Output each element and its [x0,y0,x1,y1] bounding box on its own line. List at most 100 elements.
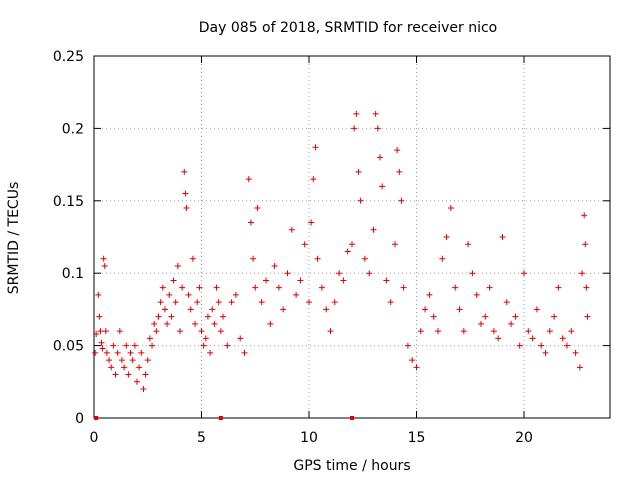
data-point [114,349,121,356]
data-point [538,342,545,349]
data-point [220,313,226,320]
data-point [146,335,153,342]
data-point [400,284,407,291]
x-axis-label: GPS time / hours [293,458,410,474]
data-point [551,313,558,320]
data-point [151,320,158,327]
data-point [174,262,181,269]
data-point [288,226,295,233]
data-point [92,349,99,356]
data-point [336,270,343,277]
data-point [93,331,100,338]
data-point [376,154,383,161]
y-axis-label: SRMTID / TECUs [6,182,22,295]
data-point [355,168,362,175]
data-point [293,291,300,298]
data-point [138,349,145,356]
data-point [582,241,589,248]
data-point [572,349,579,356]
y-tick-label: 0 [75,411,84,427]
data-point [404,342,411,349]
data-point [478,320,484,327]
data-point [144,357,151,364]
data-point [546,328,553,335]
data-point [237,335,244,342]
data-point [383,277,390,284]
data-point [374,125,381,132]
data-point [202,335,209,342]
data-point [194,299,201,306]
data-point [426,291,433,298]
data-point [340,277,347,284]
data-point [327,328,334,335]
plot-frame [93,55,611,419]
data-point [211,320,218,327]
data-point [370,226,377,233]
data-point [224,342,231,349]
data-point [168,313,175,320]
data-point [172,299,179,306]
data-point [318,284,325,291]
data-point [97,328,104,335]
data-point [118,357,125,364]
data-point [155,313,162,320]
grid [94,56,610,418]
data-point [209,306,216,313]
data-point [179,284,186,291]
data-point [102,328,109,335]
x-tick-label: 10 [300,430,318,446]
data-point [456,306,463,313]
data-point [217,328,224,335]
data-point [409,357,416,364]
data-point [183,205,190,212]
y-tick-label: 0.25 [53,49,84,65]
data-point [200,342,207,349]
data-point [263,277,269,284]
zero-marker [218,416,223,420]
data-point [159,284,166,291]
data-point [568,328,575,335]
data-point [579,270,586,277]
data-point [308,219,315,226]
data-point [490,328,497,335]
data-point [136,364,143,371]
chart-title: Day 085 of 2018, SRMTID for receiver nic… [199,20,497,36]
data-point [525,328,532,335]
data-point [473,291,480,298]
data-point [555,284,562,291]
x-tick-label: 0 [90,430,99,446]
data-point [508,320,515,327]
data-point [469,270,476,277]
data-point [323,306,330,313]
data-point [435,328,441,335]
data-point [422,306,429,313]
data-point [372,110,379,117]
data-point [213,284,220,291]
data-point [465,241,472,248]
data-point [170,277,177,284]
data-point [297,277,304,284]
data-point [331,299,338,306]
zero-markers [94,416,354,420]
data-point [310,176,317,183]
data-point [127,349,134,356]
data-point [482,313,489,320]
data-point [398,197,405,204]
data-point [306,299,312,306]
data-point [351,125,358,132]
data-point [166,291,173,298]
data-point [584,313,591,320]
data-point [486,284,493,291]
data-point [232,291,239,298]
data-point [110,342,117,349]
data-point [215,299,222,306]
x-tick-label: 15 [408,430,426,446]
data-point [185,291,192,298]
data-point [116,328,123,335]
data-point [275,284,282,291]
data-point [394,147,401,154]
data-point [542,349,549,356]
data-point [98,339,105,346]
data-point [314,255,321,262]
